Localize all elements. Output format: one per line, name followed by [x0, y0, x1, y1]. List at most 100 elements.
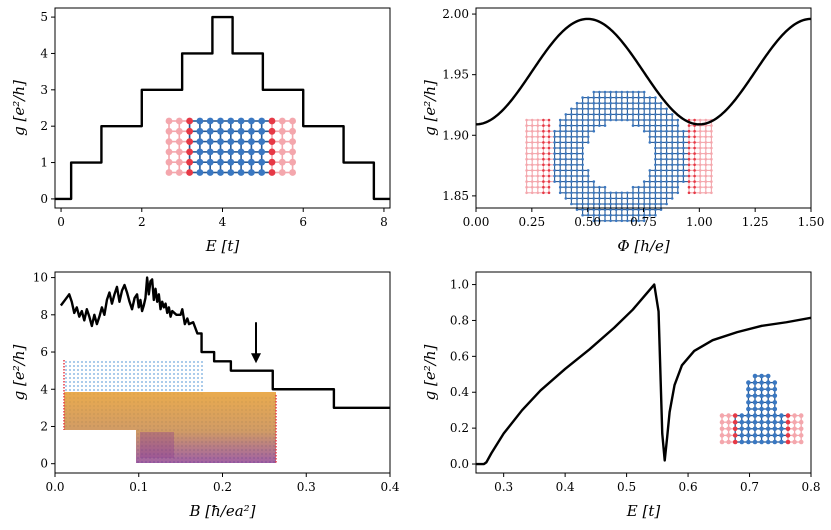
lattice-site [598, 213, 601, 217]
panel-bottom-left: 0.0 0.1 0.2 0.3 0.4 0 2 4 6 8 10 B [ħ/ea²] g [e²/h] [10, 271, 400, 520]
lattice-site [609, 213, 612, 217]
lattice-site [598, 96, 601, 99]
lattice-site [570, 124, 573, 127]
lattice-site [553, 180, 556, 183]
lattice-site [547, 180, 551, 183]
lattice-site [598, 101, 601, 105]
lattice-site [581, 129, 584, 133]
lattice-site [648, 185, 652, 189]
lattice-site [575, 169, 579, 172]
lattice-site [186, 138, 194, 146]
lattice-site [592, 185, 596, 189]
lattice-site [525, 146, 528, 150]
lattice-site [268, 138, 276, 146]
lattice-site [570, 141, 573, 144]
lattice-site [665, 191, 668, 195]
lattice-site [186, 117, 194, 125]
lattice-site [670, 129, 674, 133]
lattice-site [553, 141, 556, 144]
lattice-site [581, 191, 584, 195]
lattice-site [553, 157, 556, 161]
x-tick-label: 0.8 [801, 480, 820, 494]
lattice-site [258, 158, 266, 166]
lattice-site [289, 117, 296, 125]
lattice-site [237, 148, 245, 156]
x-tick-label: 4 [219, 215, 227, 229]
lattice-site [620, 191, 624, 195]
lattice-site [626, 118, 629, 122]
lattice-site [665, 107, 668, 111]
lattice-site [614, 90, 618, 94]
x-tick-label: 0.50 [574, 215, 601, 229]
x-tick-label: 0.5 [617, 480, 636, 494]
lattice-site [659, 135, 663, 139]
lattice-site [626, 101, 629, 105]
lattice-site [698, 152, 702, 155]
data-curve [55, 15, 390, 201]
lattice-site [704, 124, 708, 127]
lattice-site [659, 197, 663, 200]
lattice-site [586, 96, 590, 99]
lattice-site [278, 158, 286, 166]
lattice-site [575, 185, 579, 189]
lattice-site [704, 174, 708, 178]
lattice-site [614, 213, 618, 217]
lattice-site [525, 185, 528, 189]
lattice-site [237, 158, 245, 166]
lattice-site [614, 118, 618, 122]
y-axis-label: g [e²/h] [10, 80, 28, 136]
lattice-site [289, 169, 296, 176]
lattice-site [536, 174, 540, 178]
lattice-site [765, 426, 771, 432]
lattice-site [648, 101, 652, 105]
lattice-site [626, 191, 629, 195]
lattice-site [710, 174, 713, 178]
annotation-arrow-head [251, 353, 261, 364]
lattice-site [665, 124, 668, 127]
lattice-site [586, 174, 590, 178]
lattice-site [564, 197, 568, 200]
x-tick-label: 0.7 [740, 480, 759, 494]
lattice-site [648, 202, 652, 206]
lattice-site [798, 426, 804, 432]
lattice-site [289, 158, 296, 166]
lattice-site [693, 157, 696, 161]
lattice-sites [165, 117, 296, 176]
lattice-site [581, 157, 584, 161]
lattice-site [698, 135, 702, 139]
lattice-site [609, 219, 612, 223]
lattice-site [648, 213, 652, 217]
lattice-site [196, 117, 204, 125]
y-tick-label: 1.0 [450, 278, 469, 292]
lattice-site [558, 129, 562, 133]
lattice-site [687, 191, 691, 195]
lattice-site [542, 146, 545, 150]
lattice-site [575, 152, 579, 155]
x-tick-label: 0.0 [45, 480, 64, 494]
x-tick-label: 0.1 [129, 480, 148, 494]
lattice-site [772, 400, 778, 405]
lattice-site [670, 191, 674, 195]
lattice-site [752, 439, 758, 445]
lattice-site [620, 213, 624, 217]
lattice-site [785, 413, 791, 418]
lattice-site [614, 197, 618, 200]
lattice-site [798, 419, 804, 425]
lattice-site [581, 202, 584, 206]
lattice-site [536, 185, 540, 189]
lattice-site [525, 169, 528, 172]
lattice-site [289, 138, 296, 146]
lattice-site [659, 180, 663, 183]
lattice-site [564, 146, 568, 150]
lattice-site [659, 174, 663, 178]
lattice-site [598, 202, 601, 206]
lattice-site [542, 169, 545, 172]
lattice-site [609, 197, 612, 200]
lattice-site [186, 148, 194, 156]
lattice-site [704, 163, 708, 167]
lattice-site [564, 163, 568, 167]
lattice-site [648, 129, 652, 133]
lattice-site [726, 426, 731, 432]
y-tick-label: 10 [33, 271, 48, 285]
lattice-site [542, 118, 545, 122]
